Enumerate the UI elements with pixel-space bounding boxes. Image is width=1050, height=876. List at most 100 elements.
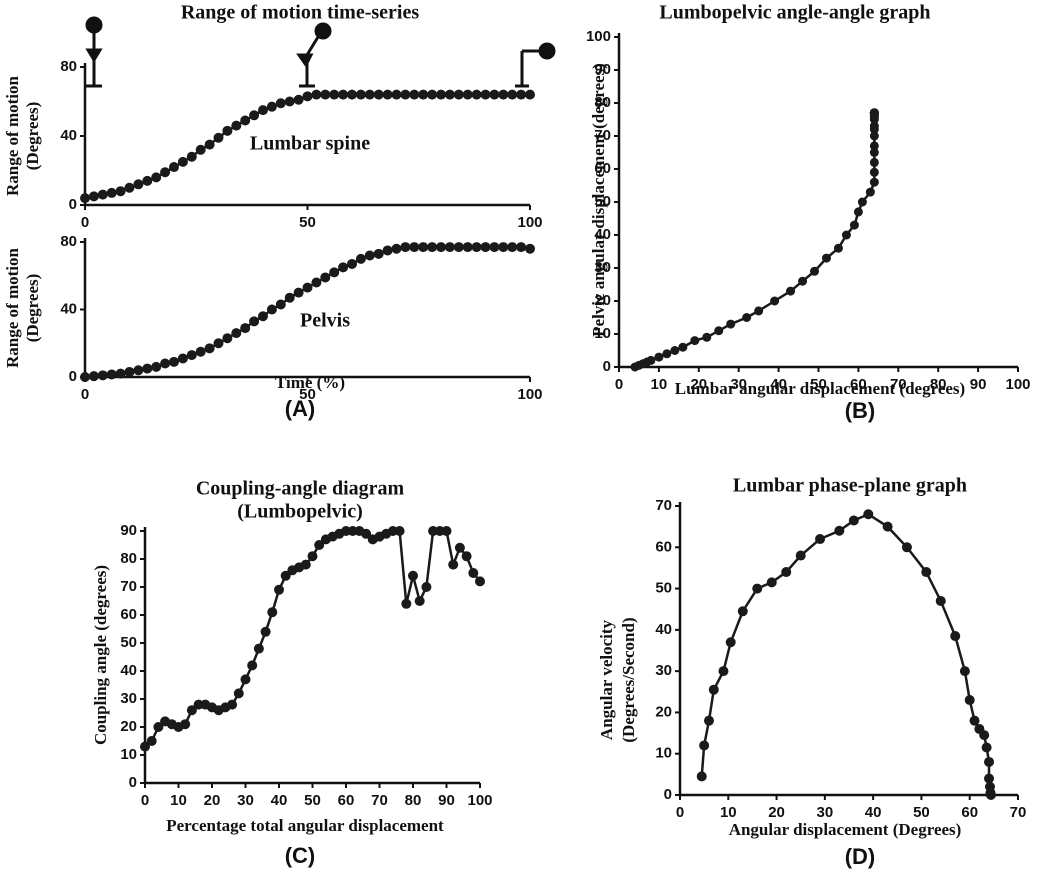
- data-point: [391, 89, 402, 100]
- data-point: [869, 157, 879, 167]
- data-point: [507, 242, 518, 253]
- data-point: [448, 559, 459, 570]
- y-tick-label: 70: [594, 127, 611, 144]
- data-point: [718, 666, 729, 677]
- data-point: [231, 328, 242, 339]
- data-point: [985, 790, 996, 800]
- panel-label: (A): [285, 396, 316, 421]
- y-tick-label: 70: [655, 497, 672, 514]
- data-point: [702, 332, 712, 342]
- data-point: [935, 595, 946, 606]
- y-tick-label: 0: [69, 196, 77, 213]
- data-point: [471, 89, 482, 100]
- figure-pelvis: [85, 48, 103, 63]
- data-point: [507, 89, 518, 100]
- data-point: [725, 637, 736, 648]
- figure-body: [305, 36, 320, 56]
- data-point: [984, 756, 995, 767]
- y-axis-label: Coupling angle (degrees): [91, 565, 110, 745]
- data-point: [195, 346, 206, 357]
- chart-title: Lumbopelvic angle-angle graph: [659, 2, 930, 24]
- data-point: [284, 96, 295, 107]
- data-point: [408, 570, 418, 581]
- x-tick-label: 20: [768, 804, 785, 821]
- y-axis-label: (Degrees): [23, 274, 42, 343]
- data-point: [770, 296, 780, 306]
- data-point: [293, 287, 304, 298]
- data-point: [80, 193, 90, 204]
- data-point: [80, 372, 90, 382]
- x-axis-label: Time (%): [275, 373, 345, 392]
- y-tick-label: 90: [594, 61, 611, 78]
- x-tick-label: 100: [1005, 376, 1030, 393]
- data-point: [195, 144, 206, 155]
- y-tick-label: 20: [120, 718, 137, 735]
- y-axis-label: Range of motion: [3, 247, 22, 367]
- data-point: [901, 542, 912, 553]
- data-point: [726, 319, 736, 329]
- data-point: [678, 342, 688, 352]
- data-point: [88, 371, 99, 382]
- data-point: [222, 125, 233, 136]
- data-point: [133, 179, 144, 190]
- data-point: [169, 356, 179, 367]
- data-point: [427, 89, 438, 100]
- data-point: [427, 242, 438, 253]
- data-point: [480, 89, 491, 100]
- data-point: [302, 91, 313, 102]
- y-tick-label: 100: [586, 28, 611, 45]
- data-point: [258, 105, 268, 116]
- data-point: [355, 253, 366, 264]
- data-point: [204, 343, 215, 354]
- data-point: [475, 576, 485, 587]
- y-tick-label: 10: [120, 746, 137, 763]
- y-tick-label: 40: [594, 226, 611, 243]
- data-point: [222, 333, 233, 344]
- data-point: [981, 742, 992, 753]
- data-point: [869, 177, 879, 187]
- data-point: [320, 89, 331, 100]
- data-point: [300, 559, 311, 570]
- data-point: [708, 684, 719, 695]
- x-tick-label: 60: [850, 376, 867, 393]
- data-point: [444, 89, 455, 100]
- x-tick-label: 30: [817, 804, 834, 821]
- chart-subtitle: (Lumbopelvic): [237, 501, 363, 523]
- data-point: [444, 242, 455, 253]
- data-point: [160, 167, 171, 178]
- data-point: [882, 521, 893, 532]
- data-point: [690, 336, 700, 346]
- data-point: [795, 550, 806, 561]
- data-point: [186, 705, 197, 716]
- data-point: [347, 258, 357, 269]
- y-tick-label: 20: [594, 292, 611, 309]
- x-tick-label: 80: [405, 792, 422, 809]
- data-point: [462, 242, 473, 253]
- data-point: [754, 306, 764, 316]
- x-tick-label: 20: [204, 792, 221, 809]
- data-point: [97, 189, 108, 200]
- data-point: [516, 89, 527, 100]
- data-point: [355, 89, 366, 100]
- data-point: [233, 688, 244, 699]
- data-point: [274, 584, 284, 595]
- x-tick-label: 70: [371, 792, 388, 809]
- y-axis-label: (Degrees/Second): [619, 617, 638, 742]
- data-point: [401, 598, 412, 609]
- data-point: [266, 304, 277, 315]
- x-tick-label: 40: [770, 376, 787, 393]
- data-point: [869, 167, 879, 177]
- data-point: [302, 282, 313, 293]
- data-point: [180, 719, 191, 730]
- data-point: [646, 355, 656, 365]
- data-point: [498, 89, 509, 100]
- data-point: [231, 120, 242, 131]
- chart-title: Range of motion time-series: [181, 2, 419, 24]
- data-point: [869, 111, 879, 121]
- panel-label: (C): [285, 843, 316, 868]
- data-point: [266, 101, 277, 112]
- data-point: [781, 567, 792, 578]
- data-point: [88, 191, 99, 202]
- data-point: [950, 631, 961, 642]
